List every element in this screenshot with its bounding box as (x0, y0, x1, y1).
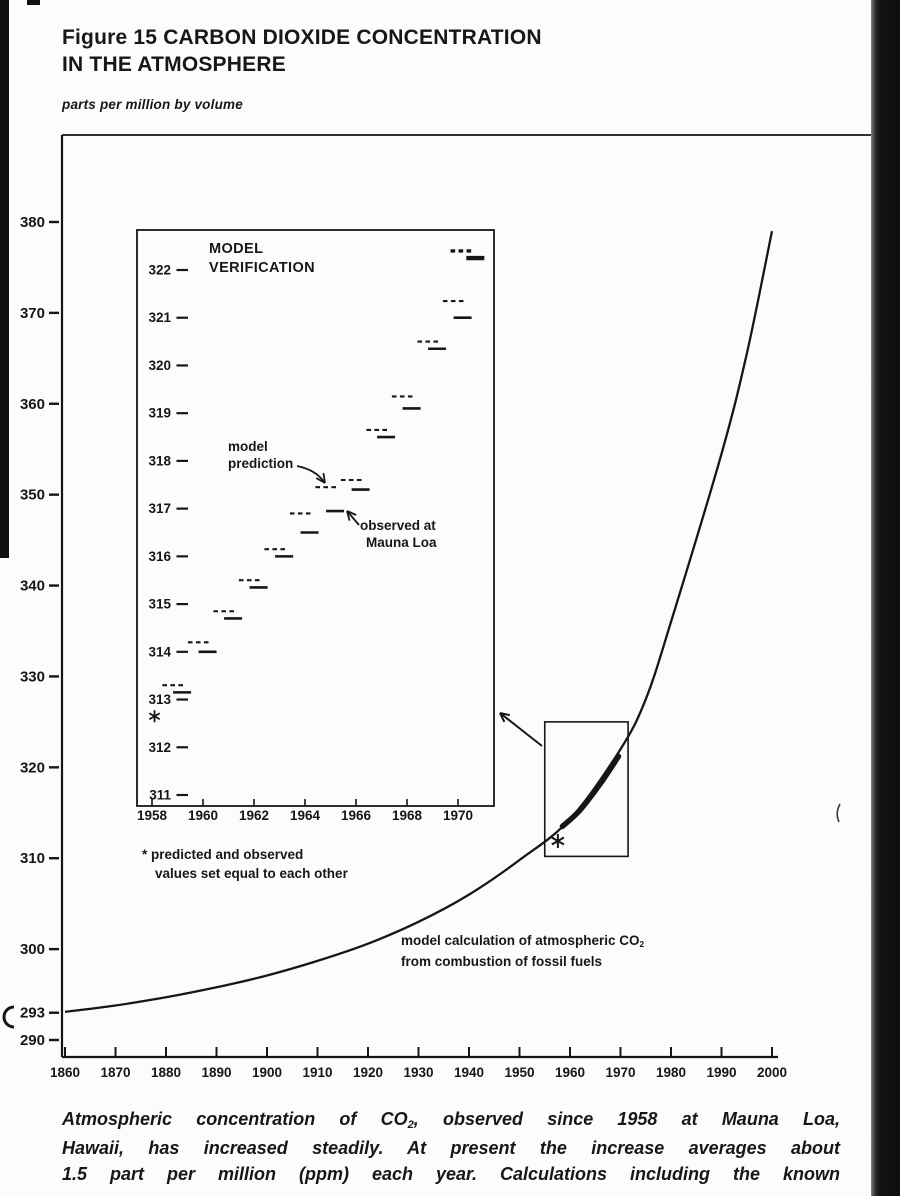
inset-y-tick-label: 321 (148, 310, 171, 325)
y-tick-label: 310 (20, 850, 45, 867)
inset-x-tick-label: 1970 (443, 808, 473, 823)
x-tick-label: 1980 (656, 1065, 686, 1080)
figure-title-line2: IN THE ATMOSPHERE (62, 53, 286, 76)
inset-x-tick-label: 1964 (290, 808, 321, 823)
y-tick-label: 370 (20, 305, 45, 322)
x-tick-label: 1890 (201, 1065, 231, 1080)
x-tick-label: 1930 (403, 1065, 433, 1080)
x-tick-label: 1970 (605, 1065, 635, 1080)
inset-frame (136, 229, 495, 807)
x-tick-label: 1940 (454, 1065, 484, 1080)
x-tick-label: 1920 (353, 1065, 383, 1080)
x-tick-label: 1860 (50, 1065, 80, 1080)
inset-y-tick-label: 311 (149, 788, 171, 803)
figure-title: Figure 15 CARBON DIOXIDE CONCENTRATION I… (62, 24, 662, 78)
arrowhead (322, 472, 326, 484)
inset-y-tick-label: 317 (148, 501, 171, 516)
scan-edge-artifact-right (871, 0, 900, 1196)
model-calculation-curve (64, 230, 774, 1013)
arrowhead (499, 712, 510, 717)
observed-at-mauna-loa-annotation: observed at Mauna Loa (360, 518, 437, 550)
inset-y-tick-label: 319 (148, 406, 171, 421)
arrowhead (315, 477, 326, 484)
x-tick-label: 1900 (252, 1065, 282, 1080)
y-tick-label: 330 (20, 668, 45, 685)
x-tick-label: 1910 (302, 1065, 332, 1080)
co2-subscript: 2 (639, 939, 645, 950)
inset-y-tick-label: 316 (148, 549, 171, 564)
arrowhead (499, 712, 506, 723)
x-tick-label: 1880 (151, 1065, 181, 1080)
inset-chart-title: MODEL VERIFICATION (209, 241, 316, 276)
y-tick-label: 293 (20, 1005, 45, 1022)
y-tick-label: 320 (20, 759, 45, 776)
zoom-region-box (543, 721, 629, 858)
figure-title-line1: Figure 15 CARBON DIOXIDE CONCENTRATION (62, 26, 542, 49)
inset-y-tick-label: 322 (148, 263, 171, 278)
inset-y-tick-label: 312 (148, 740, 171, 755)
figure-caption: Atmospheric concentration of CO2, observ… (62, 1109, 841, 1184)
y-tick-label: 300 (20, 941, 45, 958)
y-tick-label: 340 (20, 578, 45, 595)
arrowhead (346, 510, 357, 516)
inset-x-tick-label: 1962 (239, 808, 269, 823)
inset-y-tick-label: 313 (148, 692, 171, 707)
x-tick-label: 1870 (100, 1065, 130, 1080)
arrowhead (346, 510, 351, 521)
model-prediction-arrow (296, 465, 325, 483)
inset-y-tick-label: 320 (148, 358, 171, 373)
y-tick-label: 350 (20, 487, 45, 504)
y-tick-label: 380 (20, 214, 45, 231)
inset-y-tick-label: 318 (148, 453, 171, 468)
observed-thick-segment (559, 753, 622, 830)
scan-edge-artifact-left (0, 0, 9, 558)
inset-x-tick-label: 1968 (392, 808, 423, 823)
asterisk-marker-inset (148, 712, 161, 721)
y-axis-units-label: parts per million by volume (62, 97, 243, 112)
scan-mark-top (27, 0, 40, 5)
co2-subscript: 2 (407, 1119, 414, 1132)
inset-y-tick-label: 315 (148, 597, 171, 612)
inset-x-tick-label: 1958 (137, 808, 168, 823)
observed-arrow (346, 510, 360, 526)
model-prediction-annotation: model prediction (228, 439, 294, 471)
x-tick-label: 1960 (555, 1065, 585, 1080)
y-tick-label: 360 (20, 396, 45, 413)
scan-artifact-right (836, 803, 841, 823)
x-tick-label: 1990 (706, 1065, 736, 1080)
inset-x-tick-label: 1960 (188, 808, 218, 823)
scan-artifact-left (2, 1005, 15, 1029)
y-tick-label: 290 (20, 1032, 45, 1049)
x-tick-label: 2000 (757, 1065, 787, 1080)
predicted-observed-footnote: * predicted and observed values set equa… (142, 847, 348, 881)
zoom-arrow (499, 712, 543, 747)
inset-x-tick-label: 1966 (341, 808, 372, 823)
x-tick-label: 1950 (504, 1065, 534, 1080)
inset-y-tick-label: 314 (148, 644, 171, 659)
model-calculation-curve-label: model calculation of atmospheric CO2 fro… (401, 933, 645, 969)
asterisk-marker-main (551, 836, 565, 846)
